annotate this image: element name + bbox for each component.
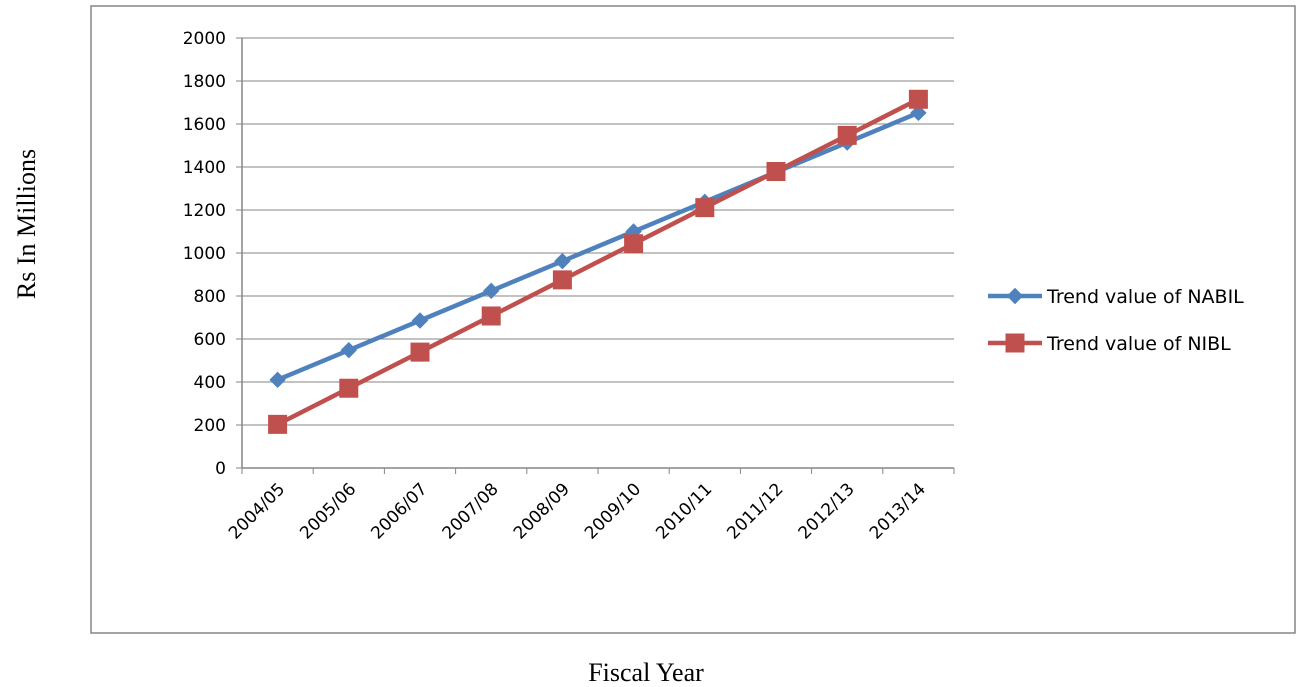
y-tick-label: 1200 [183, 201, 226, 221]
legend-label: Trend value of NABIL [1046, 286, 1244, 308]
x-axis-title: Fiscal Year [588, 658, 704, 687]
series-group [268, 89, 928, 434]
data-point-marker [481, 306, 501, 326]
data-point-marker [268, 414, 288, 434]
data-point-marker [482, 282, 500, 300]
data-point-marker [269, 371, 286, 389]
y-tick-label: 800 [194, 287, 226, 307]
y-tick-label: 1600 [183, 115, 226, 135]
y-tick-label: 200 [194, 416, 226, 436]
data-point-marker [339, 378, 359, 398]
y-tick-label: 1800 [183, 72, 226, 92]
series-line [275, 97, 921, 427]
data-point-marker [1005, 333, 1025, 353]
legend-item: Trend value of NIBL [988, 333, 1231, 355]
data-point-marker [910, 104, 927, 122]
data-point-marker [624, 234, 644, 254]
legend-item: Trend value of NABIL [988, 286, 1244, 308]
y-tick-label: 400 [194, 373, 226, 393]
data-point-marker [1006, 287, 1024, 305]
legend-label: Trend value of NIBL [1046, 333, 1231, 355]
y-tick-label: 2000 [183, 29, 226, 49]
y-axis-title: Rs In Millions [12, 149, 41, 299]
chart-frame [90, 5, 1296, 634]
data-point-marker [695, 198, 715, 218]
series-line [275, 110, 921, 383]
series [268, 89, 928, 434]
data-point-marker [837, 125, 857, 145]
y-tick-label: 1400 [183, 158, 226, 178]
data-point-marker [410, 342, 430, 362]
data-point-marker [552, 270, 572, 290]
y-tick-label: 1000 [183, 244, 226, 264]
y-tick-label: 600 [194, 330, 226, 350]
data-point-marker [411, 312, 429, 329]
data-point-marker [340, 341, 358, 359]
data-point-marker [554, 252, 571, 270]
y-tick-label: 0 [215, 459, 226, 479]
data-point-marker [766, 162, 786, 182]
legend: Trend value of NABIL Trend value of NIBL [988, 286, 1244, 355]
data-point-marker [908, 89, 928, 109]
